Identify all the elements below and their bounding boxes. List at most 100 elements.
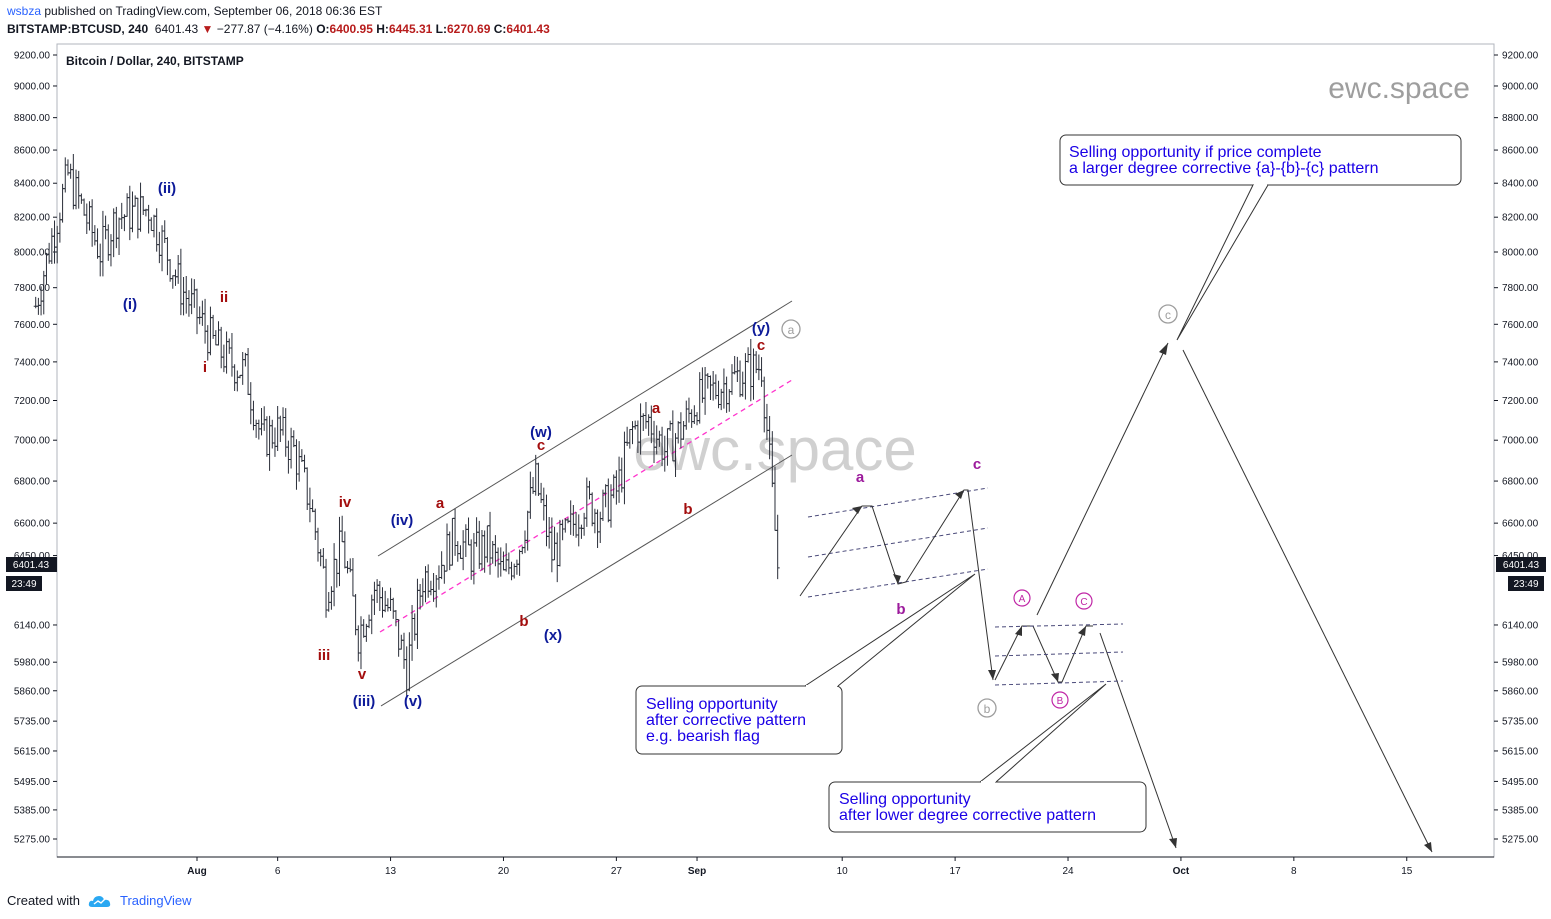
- channel-lower-line[interactable]: [380, 454, 793, 707]
- ohlc-bar: [165, 237, 170, 276]
- ohlc-bar: [579, 524, 584, 539]
- ohlc-bar: [219, 326, 224, 369]
- ohlc-bar: [176, 254, 181, 284]
- y-tick-label: 6600.00: [14, 519, 51, 530]
- y-tick-label: 7400.00: [1502, 357, 1539, 368]
- ohlc-bar: [232, 364, 237, 391]
- y-tick-label: 5615.00: [14, 746, 51, 757]
- y-tick-label: 8000.00: [14, 247, 51, 258]
- low-label: L:: [435, 22, 447, 36]
- flag2-mid-line[interactable]: [994, 651, 1124, 657]
- ohlc-bar: [517, 549, 522, 576]
- wave-label-iii: iii: [318, 647, 331, 664]
- ohlc-bar: [759, 357, 764, 387]
- ohlc-bar: [307, 487, 312, 523]
- leg-down-small[interactable]: [1099, 632, 1177, 849]
- ohlc-bar: [428, 580, 433, 596]
- ohlc-bar: [560, 519, 565, 541]
- ohlc-bar: [259, 407, 264, 436]
- ohlc-bar: [412, 613, 417, 641]
- ohlc-bar: [60, 183, 65, 223]
- ohlc-bar: [402, 632, 407, 669]
- flag1-upper-line[interactable]: [807, 487, 989, 518]
- wave-label-b-1: b: [519, 613, 528, 630]
- ohlc-bar: [498, 547, 503, 577]
- ohlc-bar: [431, 573, 436, 602]
- ohlc-bar: [549, 517, 554, 573]
- arrowhead: [988, 670, 996, 680]
- x-tick-label: 13: [385, 866, 397, 877]
- ohlc-bar: [315, 527, 320, 562]
- symbol-label[interactable]: BITSTAMP:BTCUSD, 240: [7, 22, 149, 36]
- x-axis[interactable]: Aug 6 13 20 27 Sep 10 17 24 Oct 8 15: [187, 857, 1413, 877]
- countdown-box: [6, 576, 42, 591]
- ohlc-bar: [289, 427, 294, 469]
- ohlc-bar: [71, 154, 76, 210]
- leg-down-large[interactable]: [1182, 349, 1433, 853]
- ohlc-bar: [356, 625, 361, 662]
- ohlc-bar: [418, 583, 423, 610]
- ohlc-bar: [127, 185, 132, 241]
- ohlc-bar: [111, 208, 116, 258]
- wave-label-v: v: [358, 666, 367, 683]
- candle-series: [33, 154, 780, 698]
- x-tick-label: 17: [950, 866, 962, 877]
- ohlc-bar: [748, 339, 753, 402]
- ohlc-bar: [410, 605, 415, 661]
- y-tick-label: 6600.00: [1502, 519, 1539, 530]
- tradingview-link[interactable]: TradingView: [119, 893, 192, 908]
- y-tick-label: 8800.00: [1502, 113, 1539, 124]
- author-link[interactable]: wsbza: [7, 4, 42, 18]
- circle-text: B: [1057, 696, 1064, 707]
- ohlc-bar: [450, 517, 455, 566]
- arrowhead: [1424, 842, 1432, 852]
- ohlc-bar: [342, 531, 347, 569]
- y-tick-label: 6450.00: [14, 551, 51, 562]
- ohlc-bar: [146, 204, 151, 234]
- callout-lower-degree[interactable]: Selling opportunity after lower degree c…: [828, 683, 1147, 833]
- ohlc-bar: [447, 531, 452, 571]
- ohlc-bar: [63, 157, 68, 193]
- y-axis-left[interactable]: 9200.00 9000.00 8800.00 8600.00 8400.00 8200.…: [14, 51, 57, 846]
- flag1-mid-line[interactable]: [807, 527, 989, 558]
- wave-label-y: (y): [752, 320, 770, 337]
- ohlc-bar: [103, 215, 108, 240]
- ohlc-bar: [703, 367, 708, 415]
- ohlc-bar: [160, 225, 165, 272]
- ohlc-bar: [184, 275, 189, 314]
- ohlc-bar: [471, 533, 476, 585]
- y-tick-label: 7600.00: [1502, 320, 1539, 331]
- flag1-path[interactable]: [799, 489, 994, 681]
- countdown-box: [1508, 576, 1544, 591]
- ohlc-bar: [455, 541, 460, 562]
- projection-path: [799, 342, 1433, 853]
- circle-outline: [1158, 304, 1178, 324]
- flag2-upper-line[interactable]: [994, 623, 1124, 628]
- y-tick-label: 8600.00: [1502, 146, 1539, 157]
- y-tick-label: 9200.00: [14, 51, 51, 62]
- callout-larger-degree[interactable]: Selling opportunity if price complete a …: [1059, 134, 1462, 341]
- callout-bearish-flag[interactable]: Selling opportunity after corrective pat…: [635, 573, 976, 755]
- leg-up-to-c[interactable]: [1036, 342, 1169, 616]
- x-tick-label: 10: [837, 866, 849, 877]
- y-tick-label: 9000.00: [14, 81, 51, 92]
- ohlc-bar: [178, 248, 183, 316]
- ohlc-bar: [138, 182, 143, 232]
- ohlc-bar: [337, 516, 342, 587]
- flag2-lower-line[interactable]: [994, 680, 1124, 686]
- circle-text: a: [788, 323, 795, 337]
- ohlc-bar: [598, 511, 603, 544]
- ohlc-bar: [270, 419, 275, 449]
- callout-pointer: [1176, 184, 1269, 341]
- y-axis-right[interactable]: 9200.00 9000.00 8800.00 8600.00 8400.00 8200.…: [1494, 51, 1539, 846]
- ohlc-bar: [203, 298, 208, 344]
- channel-upper-line[interactable]: [377, 300, 793, 557]
- ohlc-bar: [711, 371, 716, 401]
- ohlc-bar: [611, 474, 616, 499]
- ohlc-bar: [254, 419, 259, 438]
- open-value: 6400.95: [329, 22, 373, 36]
- y-tick-label: 5860.00: [14, 686, 51, 697]
- circle-outline: [1075, 592, 1093, 610]
- ohlc-bar: [281, 407, 286, 436]
